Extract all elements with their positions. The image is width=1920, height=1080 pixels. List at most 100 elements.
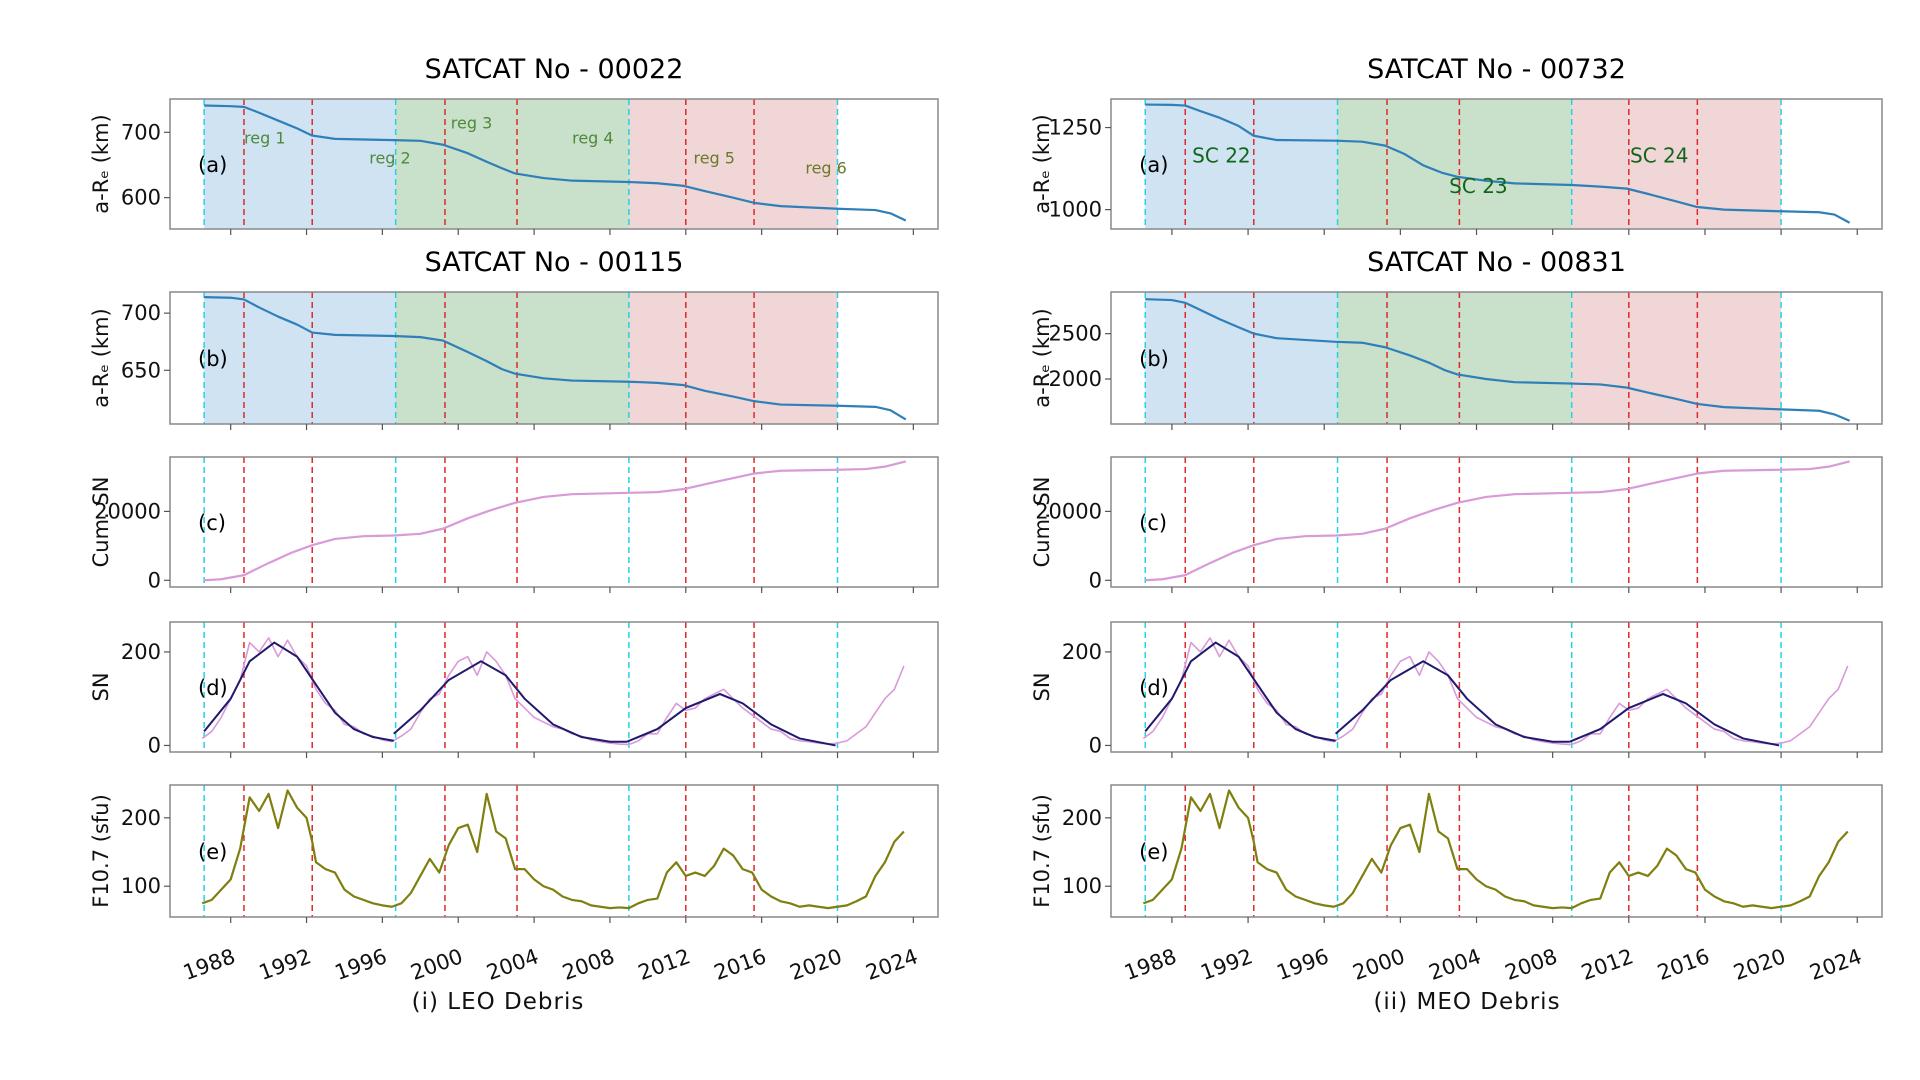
axes-frame	[1110, 621, 1883, 753]
series-line	[1145, 298, 1851, 422]
series-line	[204, 296, 907, 421]
fit-line	[203, 641, 394, 742]
x-tick-label: 1988	[180, 944, 238, 985]
panel-title: SATCAT No - 00022	[425, 54, 684, 85]
y-tick-label: 100	[121, 874, 161, 898]
x-tick-label: 2000	[408, 944, 466, 985]
shaded-region	[1337, 99, 1572, 229]
y-axis-label: a-Rₑ (km)	[89, 308, 113, 407]
region-annotation: SC 24	[1630, 144, 1688, 168]
axes-frame	[169, 98, 939, 230]
shaded-region	[395, 99, 629, 229]
y-tick-label: 200	[1062, 806, 1102, 830]
panel-label: (d)	[1139, 676, 1169, 700]
x-tick-label: 2012	[635, 944, 693, 985]
panel-label: (a)	[198, 153, 227, 177]
region-annotation: reg 1	[244, 128, 286, 147]
x-tick-label: 2000	[1350, 944, 1408, 985]
x-tick-label: 1996	[332, 944, 390, 985]
caption-leo: (i) LEO Debris	[412, 989, 585, 1015]
y-tick-label: 100	[1062, 874, 1102, 898]
panel-title: SATCAT No - 00732	[1367, 54, 1626, 85]
region-annotation: SC 22	[1192, 144, 1250, 168]
y-tick-label: 200	[121, 806, 161, 830]
x-tick-label: 1988	[1121, 944, 1179, 985]
y-tick-label: 600	[121, 186, 161, 210]
y-tick-label: 1250	[1049, 116, 1102, 140]
fit-line	[393, 660, 628, 743]
y-axis-label: SN	[1030, 672, 1054, 701]
y-tick-label: 20000	[94, 499, 161, 523]
panel-label: (a)	[1139, 153, 1168, 177]
x-tick-label: 1992	[1197, 944, 1255, 985]
series-line	[1142, 637, 1849, 746]
fit-line	[1569, 692, 1780, 747]
axes-frame	[1110, 784, 1883, 918]
panel-label: (e)	[198, 840, 227, 864]
fit-line	[626, 692, 836, 747]
caption-meo: (ii) MEO Debris	[1373, 989, 1560, 1015]
series-line	[204, 460, 907, 582]
y-axis-label: Cum. SN	[1030, 477, 1054, 568]
y-tick-label: 200	[121, 640, 161, 664]
axes-frame	[169, 621, 939, 753]
x-tick-label: 1992	[256, 944, 314, 985]
y-tick-label: 700	[121, 120, 161, 144]
axes-frame	[1110, 456, 1883, 588]
x-tick-label: 2016	[711, 944, 769, 985]
fit-line	[1144, 641, 1336, 742]
y-axis-label: F10.7 (sfu)	[89, 794, 113, 908]
y-tick-label: 0	[1089, 568, 1102, 592]
axes-frame	[169, 456, 939, 588]
series-line	[1145, 103, 1851, 224]
shaded-region	[204, 99, 396, 229]
y-axis-label: a-Rₑ (km)	[89, 114, 113, 213]
series-line	[1142, 789, 1849, 910]
panel-leo-e: 100 200 1988 1992 1996 2000 2004 2008 2012 2016 20…	[89, 784, 939, 985]
shaded-region	[204, 292, 396, 424]
panel-leo-b: 650 700 a-Rₑ (km) (b) SATCAT No - 00115	[89, 247, 939, 430]
y-tick-label: 0	[1089, 733, 1102, 757]
y-tick-label: 1000	[1049, 198, 1102, 222]
y-axis-label: a-Rₑ (km)	[1030, 308, 1054, 407]
region-annotation: reg 6	[805, 158, 847, 177]
y-tick-label: 200	[1062, 640, 1102, 664]
panel-meo-e: 100 200 1988 1992 1996 2000 2004 2008 2012 2016 20…	[1030, 784, 1883, 985]
x-tick-label: 2024	[863, 944, 921, 985]
region-annotation: reg 3	[451, 113, 493, 132]
shaded-region	[1571, 99, 1782, 229]
panel-title: SATCAT No - 00831	[1367, 247, 1626, 278]
y-tick-label: 700	[121, 301, 161, 325]
panel-meo-d: 0 200 SN (d)	[1030, 621, 1883, 758]
x-tick-label: 2016	[1654, 944, 1712, 985]
x-tick-label: 1996	[1273, 944, 1331, 985]
y-tick-label: 0	[148, 568, 161, 592]
y-tick-label: 20000	[1035, 499, 1102, 523]
region-annotation: reg 4	[572, 128, 614, 147]
y-tick-label: 650	[121, 358, 161, 382]
panel-leo-d: 0 200 SN (d)	[89, 621, 939, 758]
panel-title: SATCAT No - 00115	[425, 247, 684, 278]
y-axis-label: F10.7 (sfu)	[1030, 794, 1054, 908]
panel-label: (e)	[1139, 840, 1168, 864]
axes-frame	[1110, 98, 1883, 230]
panel-label: (b)	[198, 347, 228, 371]
x-tick-label: 2012	[1578, 944, 1636, 985]
region-annotation: reg 2	[369, 149, 411, 168]
panel-label: (b)	[1139, 347, 1169, 371]
shaded-region	[395, 292, 629, 424]
shaded-region	[1571, 292, 1782, 424]
series-line	[1145, 460, 1850, 582]
shaded-region	[1145, 292, 1338, 424]
y-axis-label: Cum. SN	[89, 477, 113, 568]
y-axis-label: SN	[89, 672, 113, 701]
region-annotation: reg 5	[693, 149, 735, 168]
panel-label: (c)	[1139, 511, 1167, 535]
series-line	[201, 637, 905, 746]
axes-frame	[169, 291, 939, 425]
shaded-region	[1337, 292, 1572, 424]
y-tick-label: 2000	[1049, 367, 1102, 391]
